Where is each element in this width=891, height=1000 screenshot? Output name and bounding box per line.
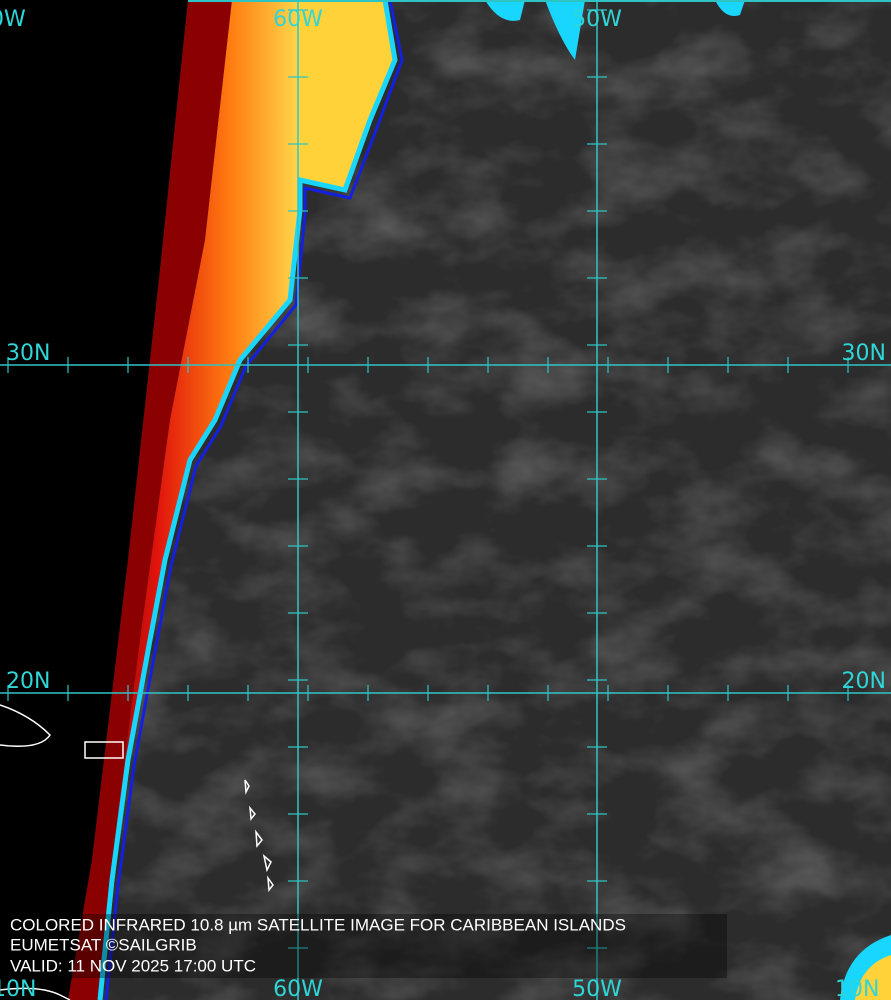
caption-box — [0, 914, 727, 978]
grid-label: 30N — [842, 341, 886, 366]
grid-label: 50W — [572, 7, 622, 32]
caption-valid: VALID: 11 NOV 2025 17:00 UTC — [10, 956, 256, 975]
cloud-top-yellow — [300, 0, 395, 190]
grid-label: 50W — [572, 977, 622, 1000]
grid-label: 60W — [273, 977, 323, 1000]
grid-label: 10N — [835, 977, 879, 1000]
grid-label: 0W — [0, 7, 26, 32]
grid-label: 30N — [6, 341, 50, 366]
cold-band — [96, 0, 300, 1000]
band-edge-blue — [104, 0, 404, 1000]
caption-source: EUMETSAT ©SAILGRIB — [10, 935, 197, 954]
space — [0, 0, 188, 1000]
grid-label: 60W — [273, 7, 323, 32]
cold-band-deep — [68, 0, 232, 1000]
grid-label: 20N — [842, 669, 886, 694]
grid-label: 20N — [6, 669, 50, 694]
cloud-cell-se-core — [855, 955, 891, 1000]
coastlines — [0, 704, 274, 1000]
cloud-cells — [485, 0, 745, 60]
grid-label: 10N — [0, 977, 36, 1000]
band-edge-cyan — [97, 0, 398, 1000]
caption-title: COLORED INFRARED 10.8 µm SATELLITE IMAGE… — [10, 915, 626, 934]
